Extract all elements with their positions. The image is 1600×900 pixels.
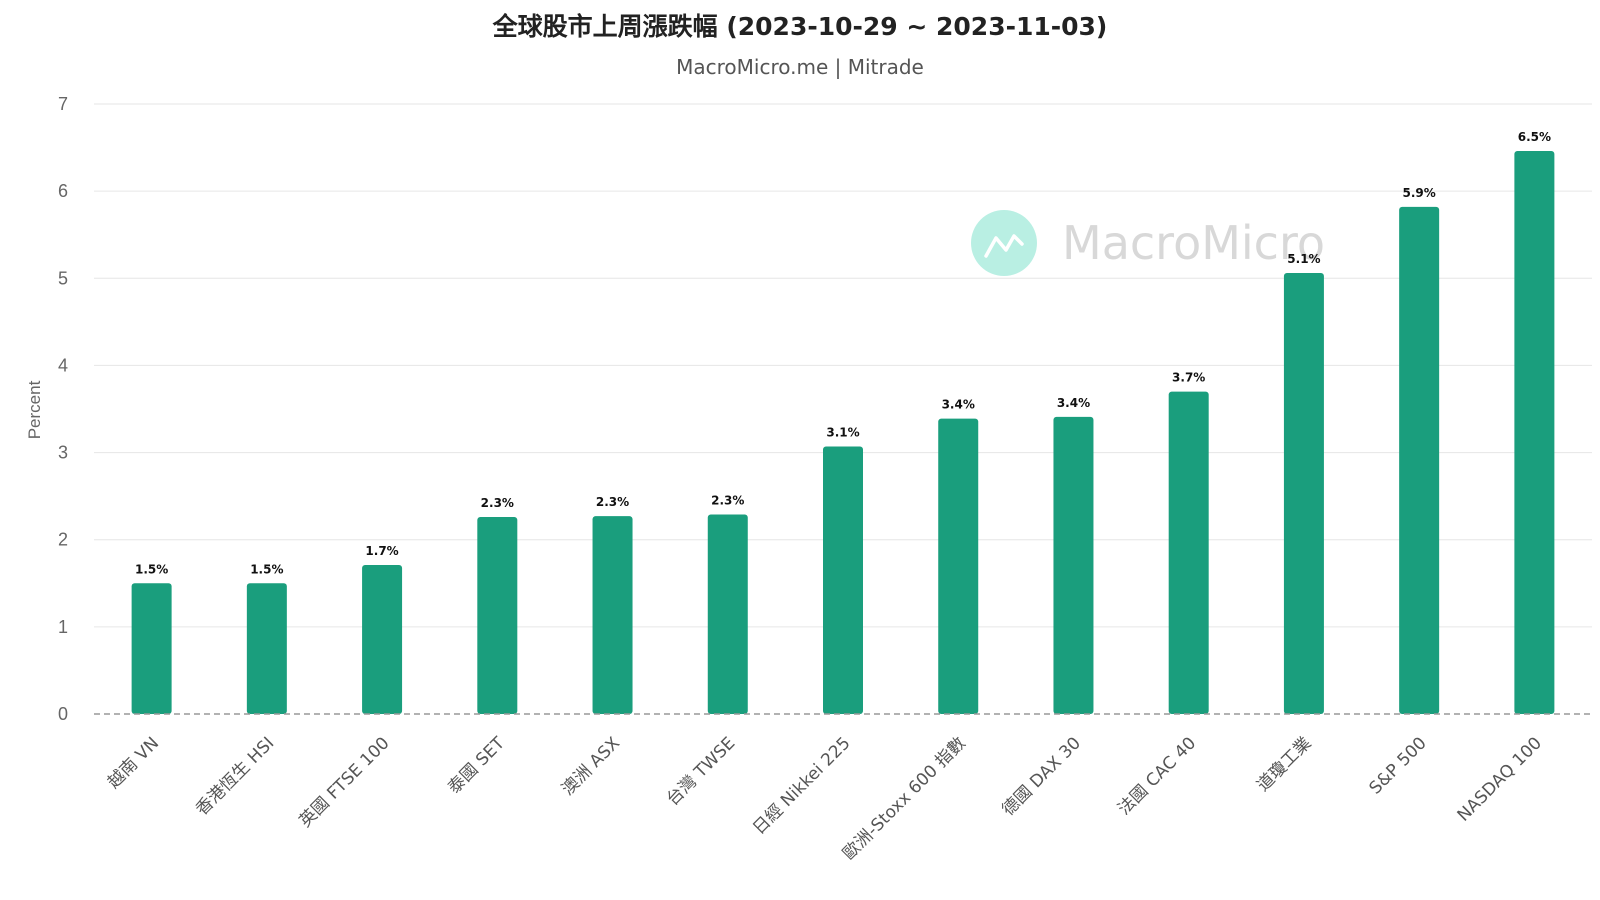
data-label: 5.1% — [1287, 252, 1320, 266]
data-label: 6.5% — [1518, 130, 1551, 144]
data-label: 2.3% — [596, 495, 629, 509]
x-tick-label: 香港恆生 HSI — [192, 733, 278, 819]
y-axis: 0 1 2 3 4 5 6 7 — [58, 94, 68, 724]
bar — [246, 583, 287, 714]
watermark: MacroMicro — [971, 210, 1325, 276]
x-tick-label: 英國 FTSE 100 — [296, 733, 394, 831]
bar — [823, 446, 863, 714]
x-tick-label: 泰國 SET — [444, 733, 509, 798]
bar — [592, 516, 633, 714]
chart-title: 全球股市上周漲跌幅 (2023-10-29 ~ 2023-11-03) — [492, 12, 1108, 41]
y-tick-label: 5 — [58, 268, 68, 288]
x-tick-label: 德國 DAX 30 — [998, 733, 1085, 820]
data-label: 5.9% — [1403, 186, 1436, 200]
bar — [131, 583, 172, 714]
bar — [1283, 273, 1324, 714]
data-label: 1.5% — [135, 562, 168, 576]
y-tick-label: 2 — [58, 530, 68, 550]
x-tick-label: 道瓊工業 — [1253, 733, 1315, 795]
y-tick-label: 0 — [58, 704, 68, 724]
x-tick-label: S&P 500 — [1366, 733, 1431, 798]
data-label: 3.7% — [1172, 371, 1205, 385]
watermark-text: MacroMicro — [1062, 216, 1325, 270]
bar — [1168, 391, 1209, 714]
data-label: 3.4% — [942, 398, 975, 412]
watermark-logo-icon — [971, 210, 1037, 276]
x-tick-label: 越南 VN — [104, 733, 163, 792]
data-label: 1.5% — [250, 562, 283, 576]
bar — [1053, 416, 1094, 714]
y-tick-label: 6 — [58, 181, 68, 201]
bars — [131, 151, 1555, 715]
x-axis: 越南 VN 香港恆生 HSI 英國 FTSE 100 泰國 SET 澳洲 ASX 台灣 T… — [104, 733, 1546, 864]
x-tick-label: 台灣 TWSE — [663, 733, 739, 809]
x-tick-label: NASDAQ 100 — [1454, 733, 1546, 825]
y-tick-label: 4 — [58, 355, 68, 375]
x-tick-label: 日經 Nikkei 225 — [749, 733, 854, 838]
data-label: 3.4% — [1057, 396, 1090, 410]
watermark-logo-line-icon — [984, 234, 1024, 258]
chart-subtitle: MacroMicro.me | Mitrade — [676, 55, 924, 79]
bar — [1399, 206, 1440, 715]
y-tick-label: 7 — [58, 94, 68, 114]
bar — [477, 517, 518, 714]
data-label: 1.7% — [365, 544, 398, 558]
bar — [362, 564, 403, 714]
y-axis-label: Percent — [25, 380, 44, 439]
bar — [938, 418, 979, 714]
data-label: 2.3% — [711, 493, 744, 507]
data-label: 3.1% — [826, 425, 859, 439]
bar — [1514, 151, 1555, 715]
x-tick-label: 法國 CAC 40 — [1114, 733, 1200, 819]
x-tick-label: 澳洲 ASX — [558, 733, 624, 799]
bar — [707, 514, 748, 714]
data-labels: 1.5% 1.5% 1.7% 2.3% 2.3% 2.3% 3.1% 3.4% 3.4% 3.7%… — [135, 130, 1551, 576]
y-tick-label: 1 — [58, 617, 68, 637]
y-tick-label: 3 — [58, 443, 68, 463]
x-tick-label: 歐洲-Stoxx 600 指數 — [839, 733, 970, 864]
data-label: 2.3% — [481, 496, 514, 510]
